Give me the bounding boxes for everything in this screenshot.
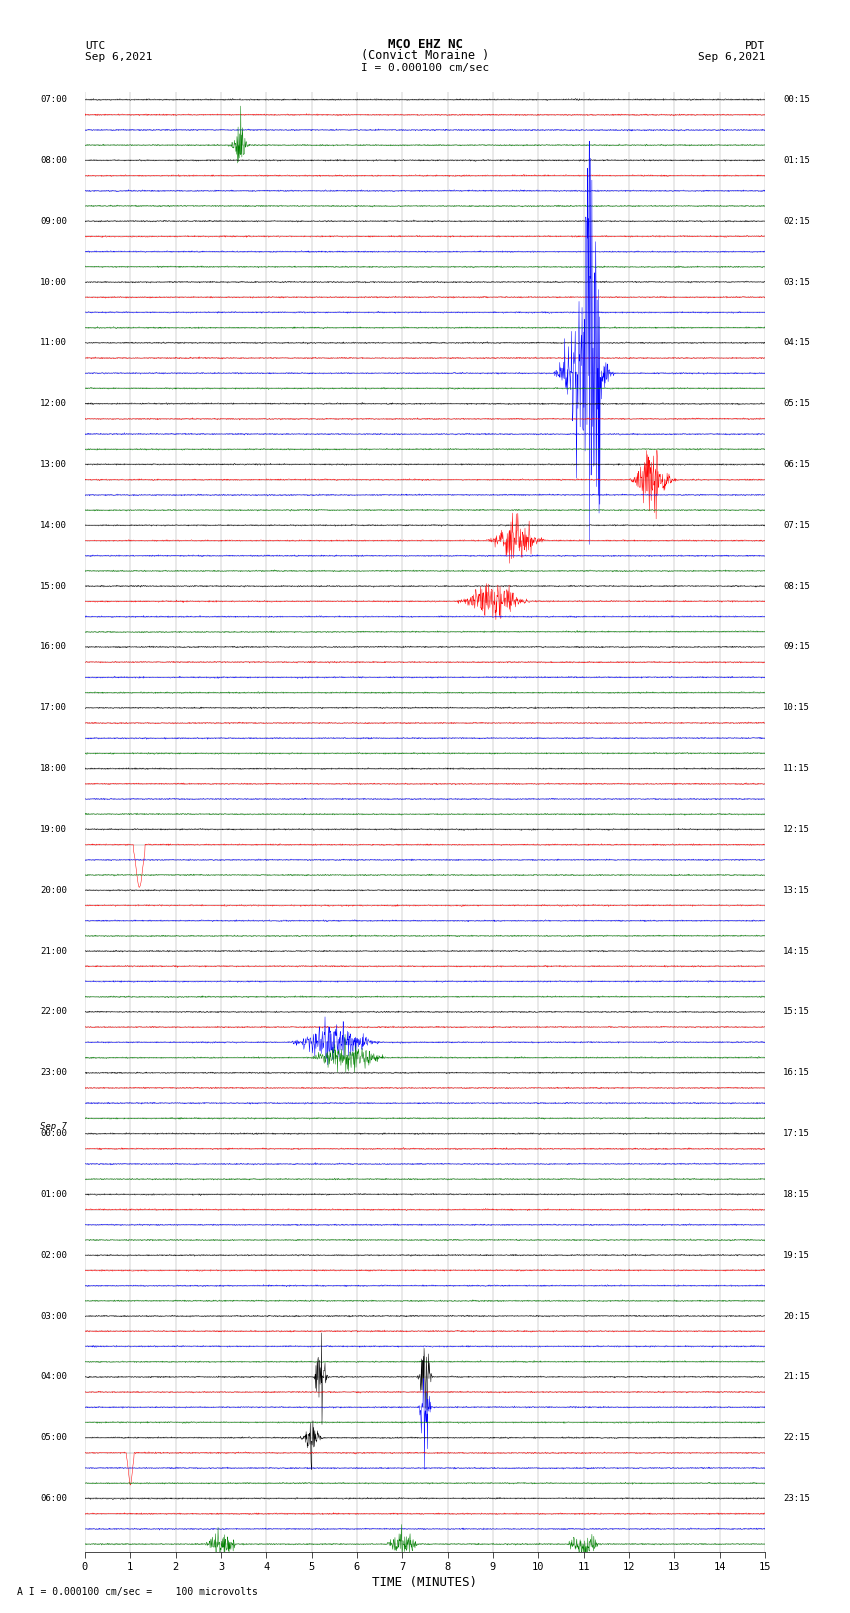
Text: 11:00: 11:00 xyxy=(40,339,67,347)
Text: 02:15: 02:15 xyxy=(783,216,810,226)
Text: (Convict Moraine ): (Convict Moraine ) xyxy=(361,48,489,63)
Text: 14:00: 14:00 xyxy=(40,521,67,529)
Text: 02:00: 02:00 xyxy=(40,1250,67,1260)
Text: 01:15: 01:15 xyxy=(783,156,810,165)
Text: 17:15: 17:15 xyxy=(783,1129,810,1139)
Text: PDT: PDT xyxy=(745,40,765,50)
Text: 06:00: 06:00 xyxy=(40,1494,67,1503)
Text: 10:00: 10:00 xyxy=(40,277,67,287)
Text: 16:00: 16:00 xyxy=(40,642,67,652)
Text: 00:00: 00:00 xyxy=(40,1129,67,1139)
Text: 08:15: 08:15 xyxy=(783,582,810,590)
Text: 01:00: 01:00 xyxy=(40,1190,67,1198)
Text: 18:15: 18:15 xyxy=(783,1190,810,1198)
Text: 05:15: 05:15 xyxy=(783,398,810,408)
Text: 19:15: 19:15 xyxy=(783,1250,810,1260)
Text: I = 0.000100 cm/sec: I = 0.000100 cm/sec xyxy=(361,63,489,73)
Text: 08:00: 08:00 xyxy=(40,156,67,165)
Text: 13:15: 13:15 xyxy=(783,886,810,895)
Text: 22:00: 22:00 xyxy=(40,1008,67,1016)
Text: A I = 0.000100 cm/sec =    100 microvolts: A I = 0.000100 cm/sec = 100 microvolts xyxy=(17,1587,258,1597)
Text: 00:15: 00:15 xyxy=(783,95,810,105)
Text: 04:15: 04:15 xyxy=(783,339,810,347)
Text: 10:15: 10:15 xyxy=(783,703,810,713)
Text: 06:15: 06:15 xyxy=(783,460,810,469)
Text: 14:15: 14:15 xyxy=(783,947,810,955)
Text: 07:15: 07:15 xyxy=(783,521,810,529)
Text: Sep 7: Sep 7 xyxy=(40,1121,67,1131)
Text: 23:15: 23:15 xyxy=(783,1494,810,1503)
Text: 19:00: 19:00 xyxy=(40,824,67,834)
Text: 11:15: 11:15 xyxy=(783,765,810,773)
Text: 15:15: 15:15 xyxy=(783,1008,810,1016)
Text: 17:00: 17:00 xyxy=(40,703,67,713)
Text: 21:15: 21:15 xyxy=(783,1373,810,1381)
Text: 20:00: 20:00 xyxy=(40,886,67,895)
Text: 20:15: 20:15 xyxy=(783,1311,810,1321)
Text: MCO EHZ NC: MCO EHZ NC xyxy=(388,37,462,50)
Text: 12:15: 12:15 xyxy=(783,824,810,834)
Text: 03:15: 03:15 xyxy=(783,277,810,287)
Text: 18:00: 18:00 xyxy=(40,765,67,773)
Text: 16:15: 16:15 xyxy=(783,1068,810,1077)
Text: 04:00: 04:00 xyxy=(40,1373,67,1381)
Text: 13:00: 13:00 xyxy=(40,460,67,469)
Text: 09:00: 09:00 xyxy=(40,216,67,226)
Text: 23:00: 23:00 xyxy=(40,1068,67,1077)
Text: Sep 6,2021: Sep 6,2021 xyxy=(698,52,765,63)
Text: 22:15: 22:15 xyxy=(783,1434,810,1442)
Text: Sep 6,2021: Sep 6,2021 xyxy=(85,52,152,63)
Text: 15:00: 15:00 xyxy=(40,582,67,590)
Text: 21:00: 21:00 xyxy=(40,947,67,955)
X-axis label: TIME (MINUTES): TIME (MINUTES) xyxy=(372,1576,478,1589)
Text: 03:00: 03:00 xyxy=(40,1311,67,1321)
Text: 09:15: 09:15 xyxy=(783,642,810,652)
Text: 05:00: 05:00 xyxy=(40,1434,67,1442)
Text: 12:00: 12:00 xyxy=(40,398,67,408)
Text: UTC: UTC xyxy=(85,40,105,50)
Text: 07:00: 07:00 xyxy=(40,95,67,105)
